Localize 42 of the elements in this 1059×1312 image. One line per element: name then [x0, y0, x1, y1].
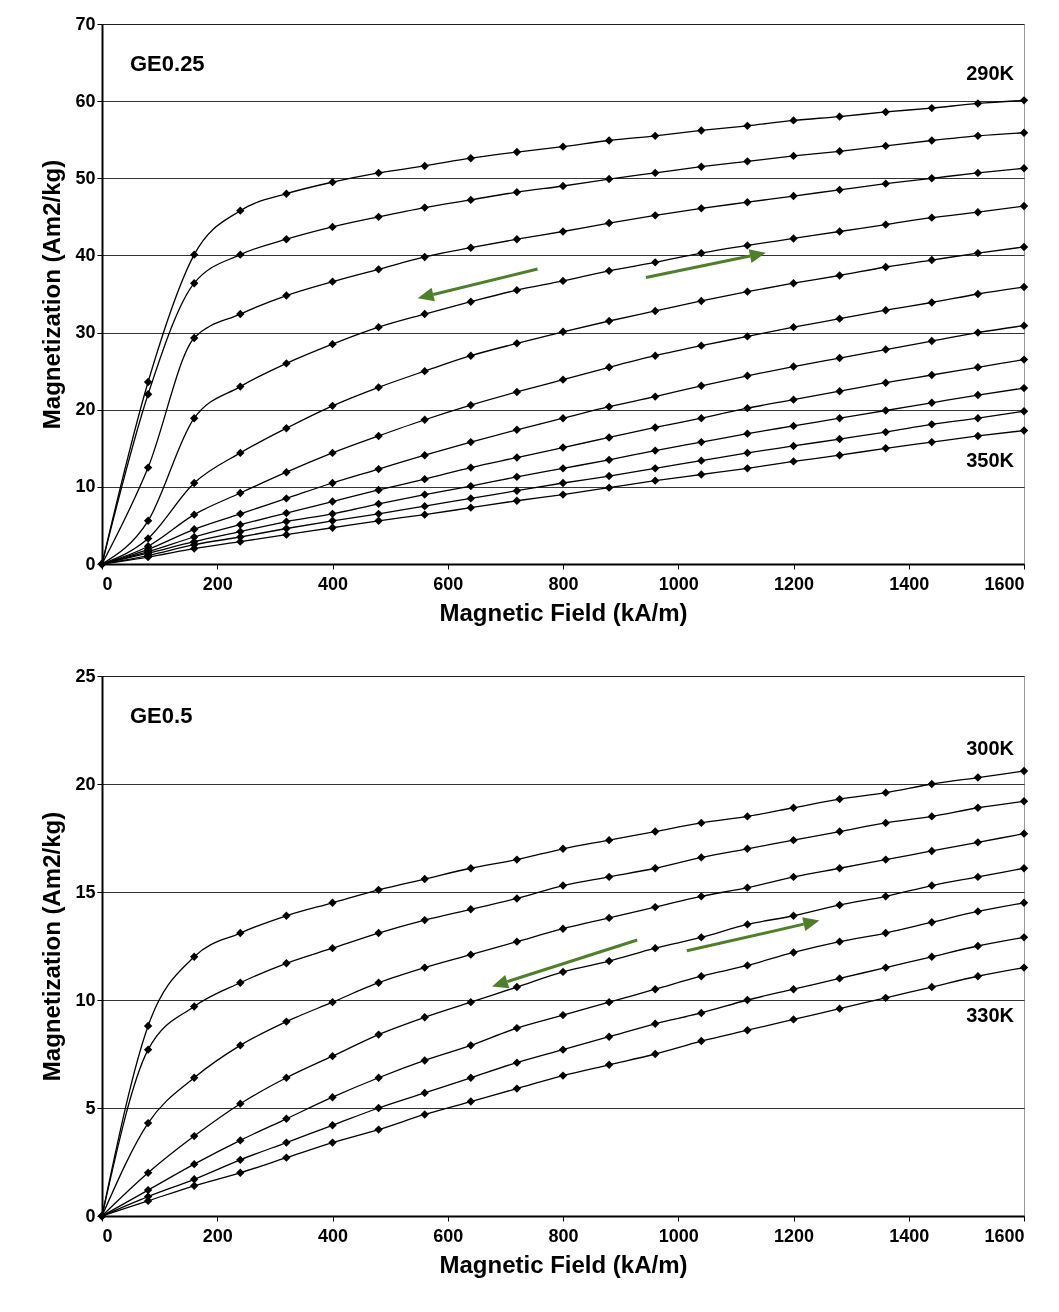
x-tick-label: 600	[433, 573, 464, 594]
y-tick-label: 5	[85, 1097, 96, 1118]
x-tick-label: 0	[102, 573, 113, 594]
y-tick-label: 70	[75, 13, 96, 34]
y-tick-label: 10	[75, 989, 96, 1010]
x-tick-label: 1000	[658, 573, 699, 594]
x-tick-label: 1400	[889, 1225, 930, 1246]
x-tick-label: 1600	[984, 573, 1025, 594]
y-axis-title: Magnetization (Am2/kg)	[38, 811, 66, 1082]
y-tick-label: 30	[75, 322, 96, 343]
y-tick-label: 15	[75, 881, 96, 902]
x-tick-label: 1000	[658, 1225, 699, 1246]
x-tick-label: 1200	[773, 1225, 815, 1246]
x-tick-label: 400	[317, 1225, 349, 1246]
x-tick-label: 200	[202, 1225, 233, 1246]
x-tick-label: 600	[433, 1225, 464, 1246]
y-tick-label: 0	[85, 553, 96, 574]
x-tick-label: 1600	[984, 1225, 1025, 1246]
x-tick-label: 800	[548, 573, 579, 594]
y-axis-title: Magnetization (Am2/kg)	[38, 159, 66, 430]
y-tick-label: 25	[75, 665, 96, 686]
y-tick-label: 20	[75, 773, 96, 794]
y-tick-label: 40	[75, 244, 96, 265]
x-tick-label: 0	[102, 1225, 113, 1246]
annotation: 350K	[966, 449, 1015, 472]
y-tick-label: 20	[75, 399, 96, 420]
x-tick-label: 200	[202, 573, 233, 594]
x-tick-label: 1400	[889, 573, 930, 594]
annotation: 300K	[966, 737, 1015, 760]
annotation: 330K	[966, 1004, 1015, 1027]
annotation: GE0.25	[130, 51, 205, 76]
x-axis-title: Magnetic Field (kA/m)	[439, 1250, 688, 1278]
y-tick-label: 10	[75, 476, 96, 497]
y-tick-label: 60	[75, 90, 96, 111]
x-tick-label: 400	[317, 573, 349, 594]
x-tick-label: 1200	[773, 573, 815, 594]
annotation: GE0.5	[130, 703, 193, 728]
annotation: 290K	[966, 62, 1015, 85]
x-axis-title: Magnetic Field (kA/m)	[439, 598, 688, 626]
x-tick-label: 800	[548, 1225, 579, 1246]
y-tick-label: 0	[85, 1205, 96, 1226]
y-tick-label: 50	[75, 167, 96, 188]
